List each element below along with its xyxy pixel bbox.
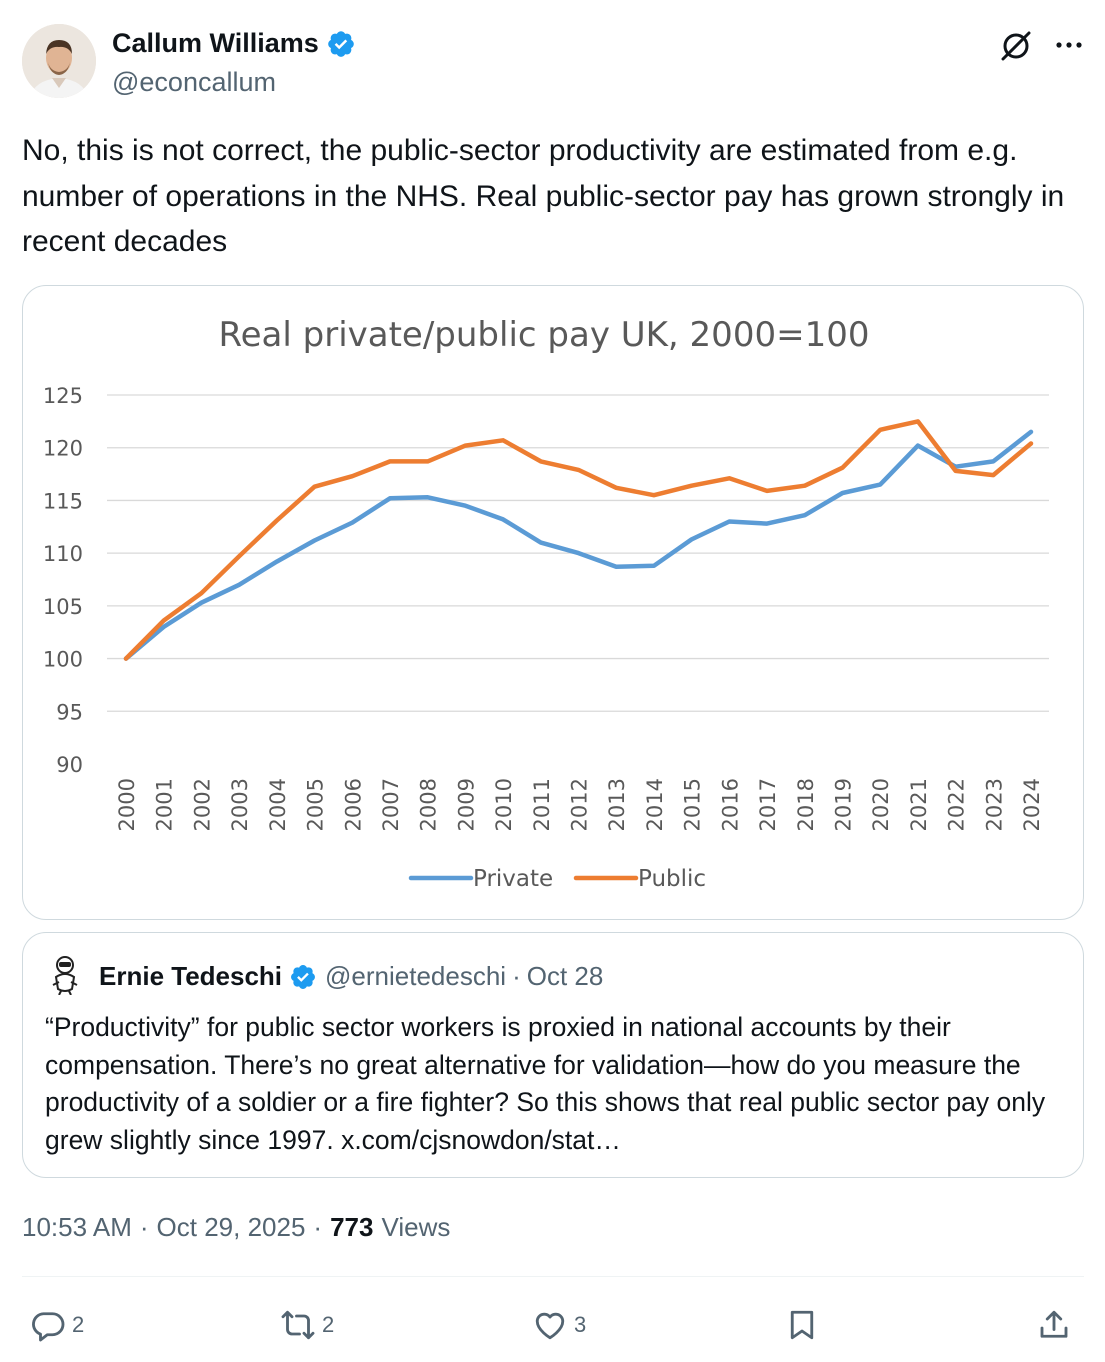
grok-icon[interactable] [998, 28, 1034, 64]
views-label: Views [381, 1212, 451, 1242]
tweet-meta: 10:53 AM · Oct 29, 2025 · 773 Views [22, 1212, 450, 1243]
x-tick-label: 2010 [492, 778, 516, 831]
y-tick-label: 100 [43, 648, 83, 672]
x-tick-label: 2012 [568, 778, 592, 831]
x-tick-label: 2017 [756, 778, 780, 831]
author-name-row: Callum Williams [112, 28, 356, 59]
reply-button[interactable]: 2 [30, 1300, 84, 1350]
meta-separator: · [313, 1212, 323, 1242]
x-tick-label: 2011 [530, 778, 554, 831]
x-tick-label: 2014 [643, 778, 667, 831]
y-tick-label: 125 [43, 384, 83, 408]
like-count: 3 [574, 1312, 587, 1337]
x-tick-label: 2000 [115, 778, 139, 831]
x-tick-label: 2007 [379, 778, 403, 831]
action-bar: 2 2 3 [22, 1300, 1084, 1350]
legend-label-public: Public [638, 866, 706, 892]
repost-count: 2 [322, 1312, 335, 1337]
y-tick-label: 115 [43, 489, 83, 513]
like-button[interactable]: 3 [532, 1300, 586, 1350]
reply-count: 2 [72, 1312, 85, 1337]
share-button[interactable] [1036, 1300, 1072, 1350]
quote-text: “Productivity” for public sector workers… [45, 1012, 1046, 1155]
tweet-time[interactable]: 10:53 AM [22, 1212, 132, 1242]
views-count: 773 [330, 1212, 374, 1242]
y-tick-label: 95 [56, 700, 83, 724]
x-tick-label: 2023 [982, 778, 1006, 831]
quote-date[interactable]: Oct 28 [526, 961, 604, 991]
bookmark-button[interactable] [784, 1300, 820, 1350]
x-tick-label: 2018 [794, 778, 818, 831]
series-line-private [123, 429, 1034, 661]
x-tick-label: 2004 [266, 778, 290, 831]
chart-title: Real private/public pay UK, 2000=100 [219, 315, 870, 355]
x-tick-label: 2022 [945, 778, 969, 831]
y-tick-label: 105 [43, 595, 83, 619]
tweet-header: Callum Williams @econcallum [22, 22, 1084, 102]
x-tick-label: 2016 [718, 778, 742, 831]
legend-label-private: Private [473, 866, 553, 892]
x-tick-label: 2005 [304, 778, 328, 831]
y-tick-label: 120 [43, 437, 83, 461]
x-tick-label: 2001 [153, 778, 177, 831]
x-tick-label: 2020 [869, 778, 893, 831]
tweet-date[interactable]: Oct 29, 2025 [156, 1212, 306, 1242]
x-tick-label: 2002 [190, 778, 214, 831]
more-icon[interactable] [1054, 32, 1084, 58]
bookmark-icon [790, 1310, 814, 1340]
reply-icon [32, 1312, 65, 1342]
verified-badge-icon [291, 964, 315, 989]
quote-avatar[interactable] [47, 955, 83, 995]
x-tick-label: 2008 [417, 778, 441, 831]
tweet-text: No, this is not correct, the public-sect… [22, 134, 1065, 258]
x-tick-label: 2019 [831, 778, 855, 831]
x-tick-label: 2003 [228, 778, 252, 831]
quote-handle[interactable]: @ernietedeschi [325, 961, 507, 991]
x-tick-label: 2024 [1020, 778, 1044, 831]
like-icon [535, 1312, 565, 1340]
x-tick-label: 2015 [681, 778, 705, 831]
author-display-name[interactable]: Callum Williams [112, 28, 319, 58]
pay-line-chart: Real private/public pay UK, 2000=100 125 1… [43, 315, 1049, 892]
share-icon [1040, 1310, 1068, 1338]
chart-image[interactable]: Real private/public pay UK, 2000=100 125 1… [22, 285, 1084, 920]
series-line-public [123, 419, 1034, 661]
repost-button[interactable]: 2 [280, 1300, 334, 1350]
quote-separator: · [512, 961, 521, 991]
quote-tweet[interactable]: Ernie Tedeschi @ernietedeschi · Oct 28 “… [22, 932, 1084, 1178]
y-tick-label: 90 [56, 753, 83, 777]
x-tick-label: 2021 [907, 778, 931, 831]
y-tick-label: 110 [43, 542, 83, 566]
x-tick-label: 2013 [605, 778, 629, 831]
verified-badge-icon [328, 30, 354, 57]
author-avatar[interactable] [22, 24, 96, 98]
x-tick-label: 2006 [341, 778, 365, 831]
meta-separator: · [139, 1212, 149, 1242]
repost-icon [281, 1310, 315, 1340]
quote-display-name[interactable]: Ernie Tedeschi [99, 961, 283, 991]
author-handle[interactable]: @econcallum [112, 67, 276, 97]
x-tick-label: 2009 [454, 778, 478, 831]
divider [22, 1276, 1084, 1277]
quote-author-row: Ernie Tedeschi @ernietedeschi · Oct 28 [99, 961, 603, 992]
